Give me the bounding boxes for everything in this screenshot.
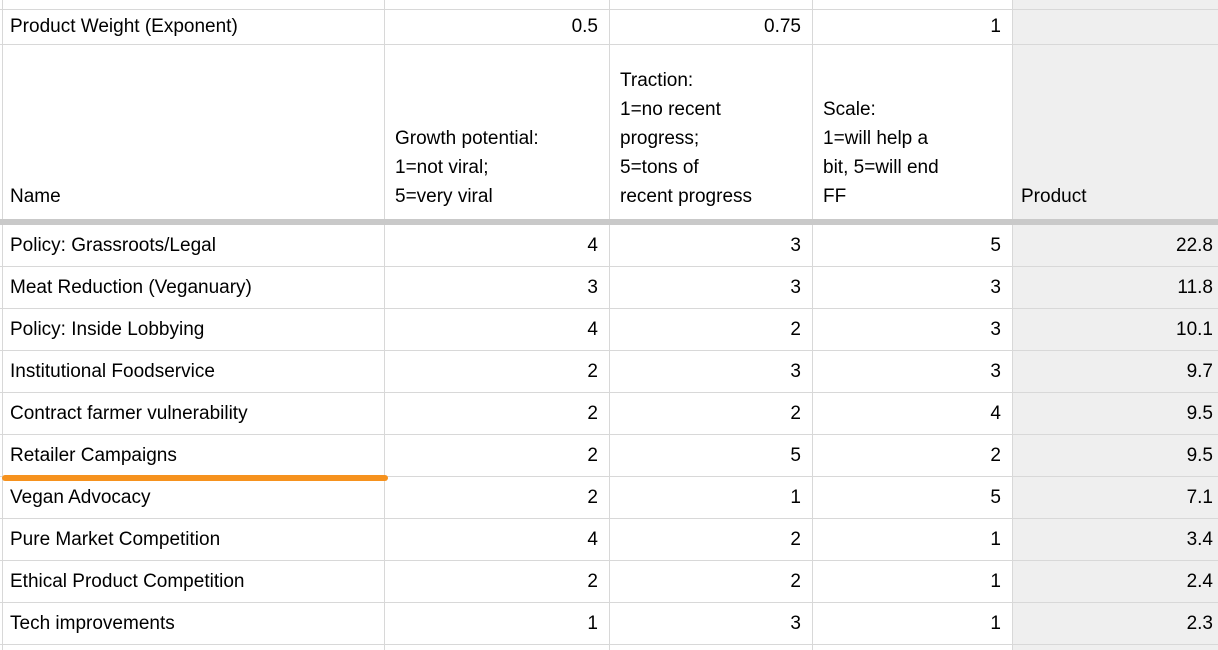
cell-growth[interactable]: 4 xyxy=(385,519,610,561)
frozen-rows-divider[interactable] xyxy=(0,219,1218,225)
table-row: Policy: Grassroots/Legal 4 3 5 22.8 xyxy=(0,225,1218,267)
cell-scale[interactable]: 5 xyxy=(813,477,1013,519)
cell-growth[interactable]: 2 xyxy=(385,561,610,603)
empty-cell[interactable] xyxy=(0,0,385,10)
cell-name[interactable]: Pure Market Competition xyxy=(0,519,385,561)
growth-header-cell[interactable]: Growth potential: 1=not viral; 5=very vi… xyxy=(385,45,610,219)
weights-row: Product Weight (Exponent) 0.5 0.75 1 xyxy=(0,10,1218,45)
table-row: Tech improvements 1 3 1 2.3 xyxy=(0,603,1218,645)
cell-scale[interactable]: 1 xyxy=(813,561,1013,603)
cell-product[interactable]: 11.8 xyxy=(1013,267,1218,309)
cell-growth[interactable]: 4 xyxy=(385,225,610,267)
product-header-cell[interactable]: Product xyxy=(1013,45,1218,219)
cell-product[interactable]: 9.5 xyxy=(1013,435,1218,477)
cell-scale[interactable]: 1 xyxy=(813,603,1013,645)
cell-growth[interactable]: 3 xyxy=(385,267,610,309)
cell-traction[interactable]: 3 xyxy=(610,225,813,267)
name-header-cell[interactable]: Name xyxy=(0,45,385,219)
cell-traction[interactable]: 3 xyxy=(610,603,813,645)
table-row: Contract farmer vulnerability 2 2 4 9.5 xyxy=(0,393,1218,435)
cell-name[interactable]: Vegan Advocacy xyxy=(0,477,385,519)
cell-growth[interactable]: 2 xyxy=(385,435,610,477)
product-empty-cell[interactable] xyxy=(1013,10,1218,45)
empty-cell[interactable] xyxy=(1013,645,1218,650)
cell-name[interactable]: Policy: Grassroots/Legal xyxy=(0,225,385,267)
cell-scale[interactable]: 5 xyxy=(813,225,1013,267)
cell-scale[interactable]: 2 xyxy=(813,435,1013,477)
weight-label-cell[interactable]: Product Weight (Exponent) xyxy=(0,10,385,45)
cell-traction[interactable]: 3 xyxy=(610,351,813,393)
cell-traction[interactable]: 2 xyxy=(610,309,813,351)
table-row: Institutional Foodservice 2 3 3 9.7 xyxy=(0,351,1218,393)
cell-traction[interactable]: 2 xyxy=(610,393,813,435)
cell-name[interactable]: Contract farmer vulnerability xyxy=(0,393,385,435)
cell-growth[interactable]: 1 xyxy=(385,603,610,645)
growth-weight-cell[interactable]: 0.5 xyxy=(385,10,610,45)
cell-name[interactable]: Retailer Campaigns xyxy=(0,435,385,477)
highlight-underline xyxy=(2,475,388,481)
cell-traction[interactable]: 2 xyxy=(610,519,813,561)
empty-cell[interactable] xyxy=(385,645,610,650)
empty-cell[interactable] xyxy=(813,645,1013,650)
cell-product[interactable]: 3.4 xyxy=(1013,519,1218,561)
cell-product[interactable]: 7.1 xyxy=(1013,477,1218,519)
cell-growth[interactable]: 2 xyxy=(385,477,610,519)
cell-scale[interactable]: 3 xyxy=(813,267,1013,309)
traction-header-cell[interactable]: Traction: 1=no recent progress; 5=tons o… xyxy=(610,45,813,219)
empty-cell[interactable] xyxy=(385,0,610,10)
cell-scale[interactable]: 3 xyxy=(813,351,1013,393)
empty-cell[interactable] xyxy=(1013,0,1218,10)
cell-product[interactable]: 2.3 xyxy=(1013,603,1218,645)
cell-name[interactable]: Ethical Product Competition xyxy=(0,561,385,603)
partial-row-bottom xyxy=(0,645,1218,650)
cell-name[interactable]: Policy: Inside Lobbying xyxy=(0,309,385,351)
table-row: Ethical Product Competition 2 2 1 2.4 xyxy=(0,561,1218,603)
cell-traction[interactable]: 1 xyxy=(610,477,813,519)
table-row: Meat Reduction (Veganuary) 3 3 3 11.8 xyxy=(0,267,1218,309)
cell-growth[interactable]: 2 xyxy=(385,393,610,435)
cell-growth[interactable]: 4 xyxy=(385,309,610,351)
cell-traction[interactable]: 3 xyxy=(610,267,813,309)
empty-cell[interactable] xyxy=(610,0,813,10)
cell-traction[interactable]: 5 xyxy=(610,435,813,477)
table-row: Pure Market Competition 4 2 1 3.4 xyxy=(0,519,1218,561)
table-row: Vegan Advocacy 2 1 5 7.1 xyxy=(0,477,1218,519)
cell-scale[interactable]: 1 xyxy=(813,519,1013,561)
empty-cell[interactable] xyxy=(0,645,385,650)
cell-product[interactable]: 22.8 xyxy=(1013,225,1218,267)
table-row: Retailer Campaigns 2 5 2 9.5 xyxy=(0,435,1218,477)
partial-row-top xyxy=(0,0,1218,10)
cell-scale[interactable]: 4 xyxy=(813,393,1013,435)
cell-name[interactable]: Meat Reduction (Veganuary) xyxy=(0,267,385,309)
empty-cell[interactable] xyxy=(610,645,813,650)
header-row: Name Growth potential: 1=not viral; 5=ve… xyxy=(0,45,1218,219)
cell-product[interactable]: 9.7 xyxy=(1013,351,1218,393)
cell-product[interactable]: 9.5 xyxy=(1013,393,1218,435)
scale-weight-cell[interactable]: 1 xyxy=(813,10,1013,45)
cell-product[interactable]: 2.4 xyxy=(1013,561,1218,603)
cell-name[interactable]: Institutional Foodservice xyxy=(0,351,385,393)
table-body: Policy: Grassroots/Legal 4 3 5 22.8 Meat… xyxy=(0,225,1218,645)
scale-header-cell[interactable]: Scale: 1=will help a bit, 5=will end FF xyxy=(813,45,1013,219)
cell-traction[interactable]: 2 xyxy=(610,561,813,603)
table-row: Policy: Inside Lobbying 4 2 3 10.1 xyxy=(0,309,1218,351)
cell-name[interactable]: Tech improvements xyxy=(0,603,385,645)
cell-growth[interactable]: 2 xyxy=(385,351,610,393)
traction-weight-cell[interactable]: 0.75 xyxy=(610,10,813,45)
empty-cell[interactable] xyxy=(813,0,1013,10)
cell-scale[interactable]: 3 xyxy=(813,309,1013,351)
cell-product[interactable]: 10.1 xyxy=(1013,309,1218,351)
